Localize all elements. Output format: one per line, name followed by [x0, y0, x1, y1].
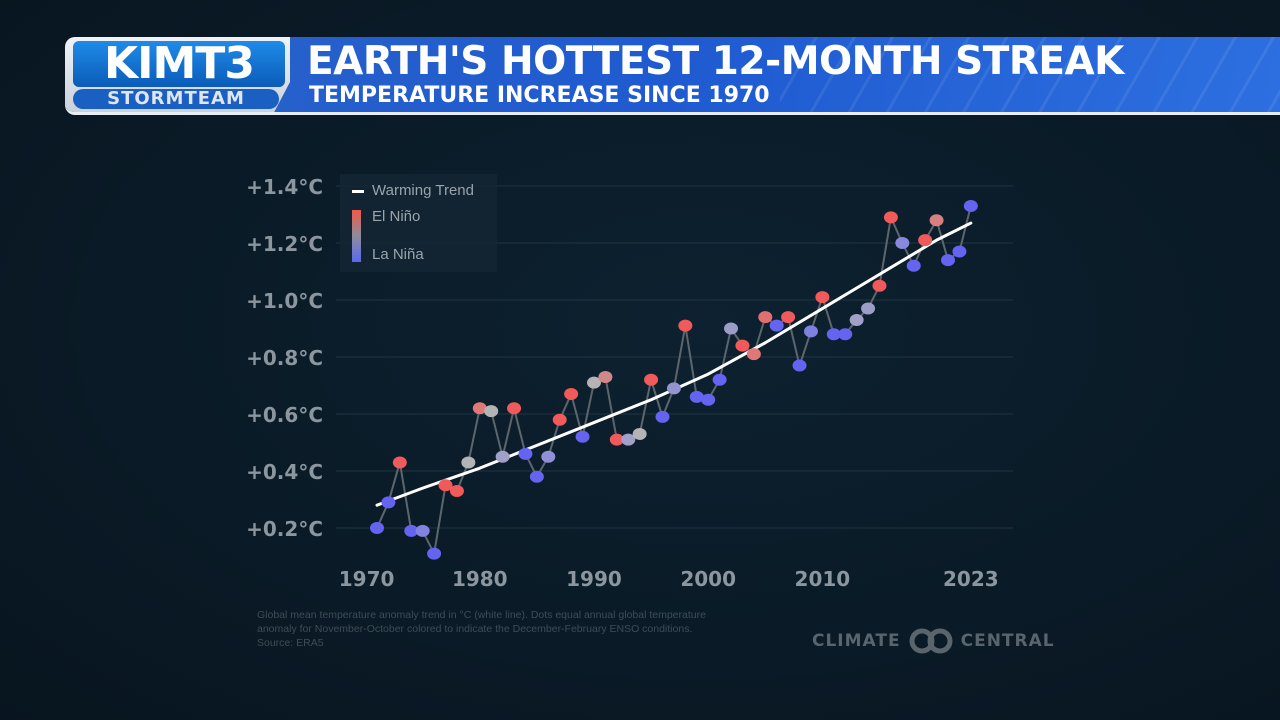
data-point-2021: [941, 254, 955, 267]
data-point-2019: [918, 234, 933, 247]
data-point-1994: [632, 427, 647, 440]
data-point-2018: [906, 259, 921, 272]
kimt3-stormteam-logo: KIMT3 STORMTEAM: [65, 37, 290, 112]
data-point-2009: [803, 325, 818, 338]
y-tick-label: +0.4°C: [246, 460, 323, 484]
x-tick-label: 2023: [943, 567, 999, 591]
data-point-1977: [438, 479, 453, 492]
data-point-1978: [449, 484, 464, 497]
page-subtitle: TEMPERATURE INCREASE SINCE 1970: [309, 83, 770, 108]
data-point-2007: [781, 311, 796, 324]
data-point-2013: [849, 313, 864, 326]
trend-legend-swatch: [352, 190, 364, 193]
data-point-1990: [586, 376, 601, 389]
climate-central-rings-icon: [909, 628, 953, 654]
data-point-1979: [461, 456, 476, 469]
data-point-1976: [427, 547, 442, 560]
credit-right: CENTRAL: [960, 631, 1055, 651]
data-point-1987: [552, 413, 567, 426]
footnote-line: anomaly for November-October colored to …: [257, 623, 693, 635]
y-tick-label: +0.8°C: [246, 346, 323, 370]
x-tick-label: 1980: [452, 567, 508, 591]
data-point-1996: [655, 410, 670, 423]
x-tick-label: 2010: [795, 567, 851, 591]
x-tick-label: 2000: [680, 567, 736, 591]
data-point-1993: [621, 433, 636, 446]
data-point-2017: [895, 237, 910, 249]
credit-left: CLIMATE: [812, 631, 901, 651]
data-point-1995: [644, 373, 659, 386]
y-tick-label: +0.2°C: [246, 517, 323, 541]
data-point-1973: [392, 456, 407, 469]
data-point-2006: [769, 319, 784, 332]
page-title: EARTH'S HOTTEST 12-MONTH STREAK: [307, 39, 1124, 84]
legend: Warming Trend El Niño La Niña: [340, 174, 497, 272]
data-point-2008: [792, 359, 807, 372]
data-point-2000: [701, 393, 716, 406]
data-point-2005: [758, 311, 773, 324]
data-point-2012: [838, 328, 853, 341]
trend-legend-label: Warming Trend: [372, 182, 474, 199]
footnote-line: Global mean temperature anomaly trend in…: [257, 609, 706, 621]
data-point-1999: [689, 390, 704, 403]
footnote-source: Source: ERA5: [257, 637, 324, 649]
data-point-2010: [815, 291, 830, 304]
la-nina-label: La Niña: [372, 246, 424, 263]
footnote: Global mean temperature anomaly trend in…: [257, 608, 777, 650]
data-point-1981: [484, 405, 499, 418]
enso-gradient-swatch: [352, 210, 361, 262]
banner-decoration: [780, 37, 1280, 112]
data-point-1984: [518, 447, 533, 460]
data-point-1985: [529, 470, 544, 483]
data-point-1998: [678, 319, 693, 332]
logo-stormteam: STORMTEAM: [73, 89, 279, 109]
data-point-2002: [724, 322, 739, 335]
x-tick-label: 1970: [339, 567, 395, 591]
data-point-1974: [404, 524, 419, 537]
data-point-2022: [952, 245, 967, 258]
data-point-2016: [883, 211, 898, 224]
data-point-2004: [746, 348, 761, 361]
climate-central-logo: CLIMATE CENTRAL: [812, 628, 1055, 654]
data-point-1992: [609, 433, 624, 446]
data-point-1997: [666, 382, 681, 395]
data-point-2015: [872, 279, 887, 292]
data-point-2003: [735, 339, 750, 352]
y-tick-label: +1.0°C: [246, 289, 323, 313]
y-tick-label: +1.2°C: [246, 232, 323, 256]
data-point-1986: [541, 450, 556, 463]
data-point-2023: [963, 199, 978, 212]
data-point-1983: [507, 402, 522, 415]
el-nino-label: El Niño: [372, 208, 421, 225]
data-point-1980: [472, 402, 487, 415]
data-point-1989: [575, 430, 590, 443]
data-point-1971: [370, 522, 384, 534]
logo-kimt3: KIMT3: [73, 41, 285, 87]
data-point-2020: [929, 214, 944, 227]
data-point-2014: [861, 302, 876, 315]
y-tick-label: +1.4°C: [246, 175, 323, 199]
data-point-1991: [598, 370, 613, 383]
y-tick-label: +0.6°C: [246, 403, 323, 427]
x-tick-label: 1990: [566, 567, 622, 591]
data-point-1972: [381, 496, 396, 509]
data-point-1982: [495, 450, 510, 463]
data-point-2001: [712, 373, 727, 386]
data-point-1975: [415, 524, 430, 537]
data-point-1988: [564, 388, 579, 401]
data-point-2011: [826, 328, 841, 341]
header-banner: KIMT3 STORMTEAM EARTH'S HOTTEST 12-MONTH…: [65, 37, 1280, 115]
